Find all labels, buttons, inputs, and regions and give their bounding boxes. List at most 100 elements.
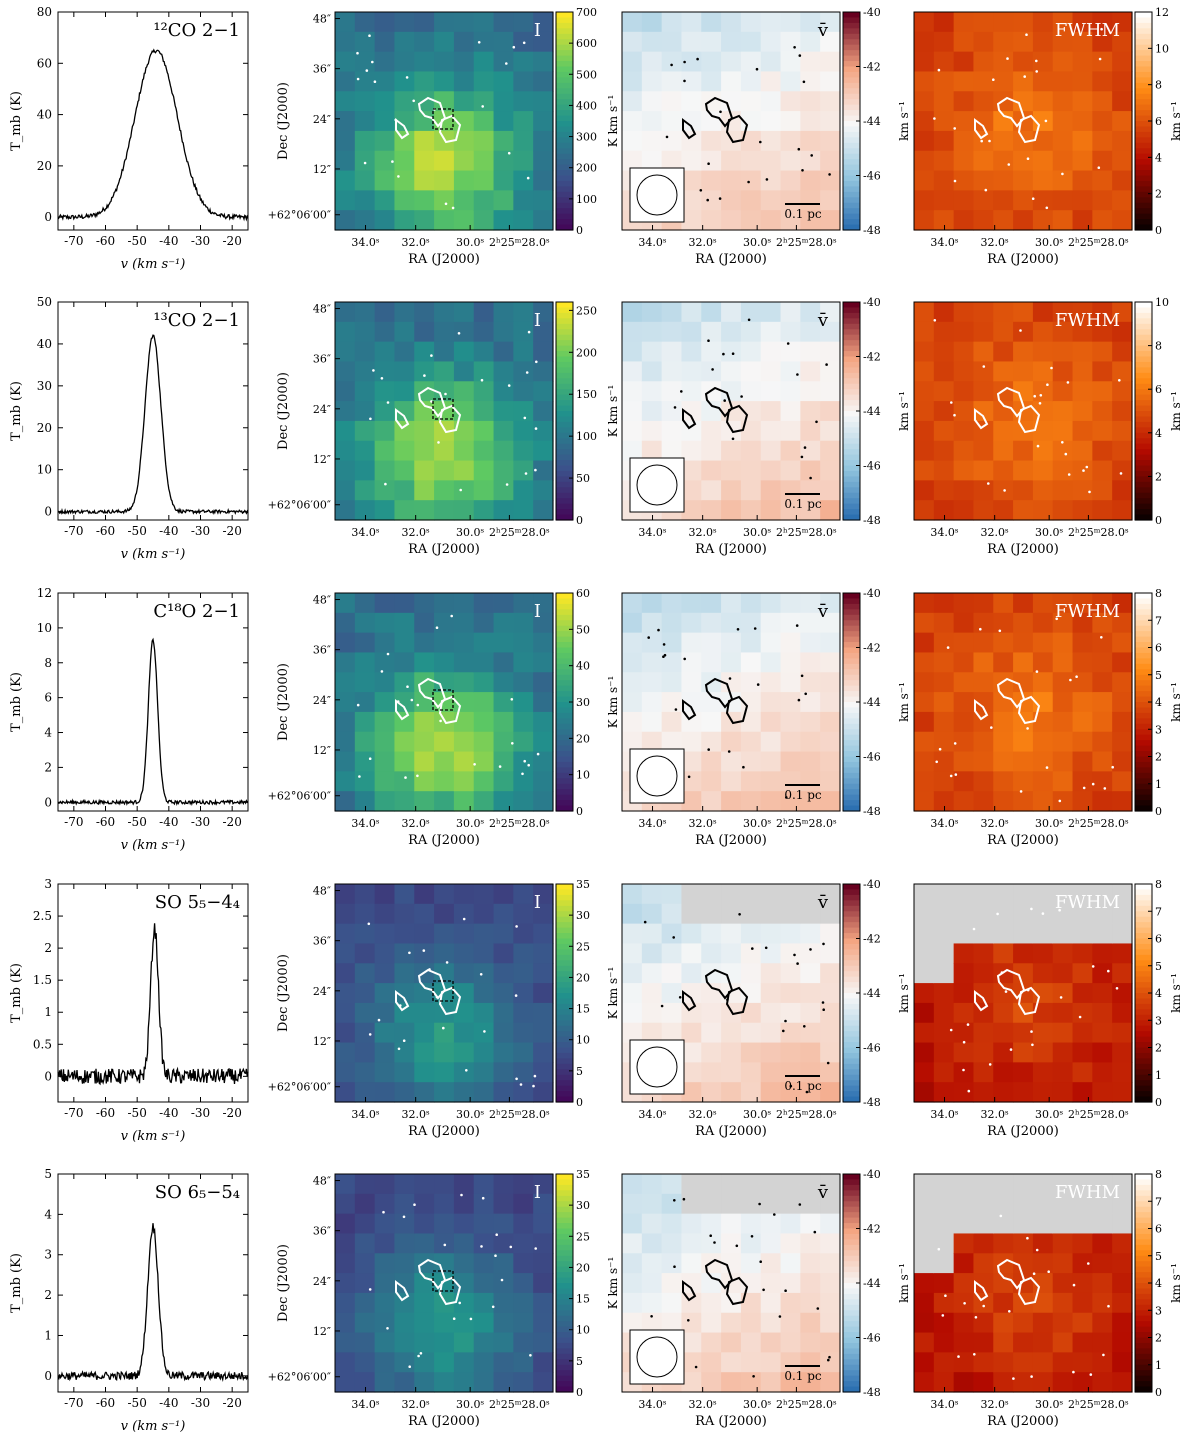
map-pixel [473,983,495,1004]
map-pixel [740,652,762,673]
map-pixel [335,150,356,172]
map-pixel [434,91,455,112]
map-pixel [473,150,495,172]
map-pixel [335,71,356,92]
map-pixel [374,983,396,1004]
core-dot [755,67,759,71]
map-pixel [354,711,376,733]
core-dot [813,1230,817,1234]
map-pixel [1112,460,1133,481]
map-pixel [993,612,1014,634]
map-pixel [993,1332,1014,1353]
colorbar-segment [843,503,860,510]
map-pixel [721,1062,742,1083]
ra-tick-label: 34.0ˢ [638,1398,666,1411]
map-pixel [533,1062,554,1083]
colorbar-tick-label: 4 [1155,696,1162,709]
colorbar-segment [1135,620,1152,627]
map-pixel [953,612,975,634]
map-pixel [641,903,663,925]
colorbar-segment [1135,44,1152,51]
colorbar-segment [556,153,573,160]
colorbar-segment [556,93,573,100]
map-pixel [740,1042,762,1063]
colorbar-segment [843,361,860,368]
colorbar-segment [556,334,573,341]
map-pixel [1112,1273,1133,1294]
colorbar-segment [1135,884,1152,891]
map-pixel [1112,731,1133,753]
colorbar-segment [843,481,860,488]
map-pixel [453,420,475,442]
source-contour [704,968,734,1000]
colorbar-segment [843,1047,860,1054]
colorbar-segment [1135,1096,1152,1103]
map-pixel [740,460,762,481]
map-pixel [434,31,455,53]
map-pixel [374,31,396,53]
colorbar-segment [556,1074,573,1081]
map-pixel [533,1253,554,1274]
map-pixel [453,943,475,964]
core-dot [1006,57,1009,60]
map-pixel [760,1042,782,1063]
map-pixel [973,111,994,132]
map-pixel [800,593,821,614]
colorbar-frame [555,1173,574,1393]
map-pixel [800,1022,821,1044]
map-pixel [780,943,801,964]
map-pixel [914,771,935,792]
map-pixel [953,341,975,363]
map-pixel [820,632,841,654]
map-pixel [374,672,396,693]
colorbar-segment [843,669,860,676]
map-pixel [1032,150,1054,172]
map-pixel [394,672,415,693]
map-pixel [800,1253,821,1274]
colorbar-segment [843,800,860,807]
map-pixel [760,731,782,753]
map-pixel [1013,632,1034,654]
map-pixel [1112,963,1133,984]
map-pixel [354,1174,376,1195]
core-dot [742,765,745,769]
map-pixel [780,150,801,172]
colorbar-segment [843,1042,860,1049]
colorbar-segment [843,33,860,40]
colorbar-segment [843,636,860,643]
source-contour [996,1258,1026,1290]
colorbar-segment [1135,593,1152,600]
map-pixel [354,401,376,422]
map-pixel [760,711,782,733]
colorbar-tick-label: 8 [1155,79,1162,92]
map-pixel [973,12,994,33]
map-pixel [374,791,396,812]
colorbar-segment [843,345,860,352]
map-pixel [681,31,702,53]
colorbar-segment [1135,938,1152,945]
colorbar-segment [1135,39,1152,46]
map-pixel [701,302,722,323]
colorbar-segment [843,170,860,177]
colorbar-segment [1135,954,1152,961]
map-pixel [820,321,841,343]
map-pixel [335,943,356,964]
map-pixel [993,440,1014,462]
map-pixel [533,1352,554,1373]
colorbar-segment [843,367,860,374]
colorbar-segment [556,1342,573,1349]
map-pixel [933,1312,955,1334]
map-pixel [622,652,643,673]
map-pixel [721,963,742,984]
map-pixel [780,983,801,1004]
dec-tick-label: 36″ [313,1225,331,1238]
colorbar-segment [556,164,573,171]
spectrum-xtick-label: -30 [191,1396,210,1410]
colorbar-segment [843,121,860,128]
map-pixel [681,923,702,945]
map-pixel [434,480,455,501]
colorbar-segment [1135,126,1152,133]
map-pixel [760,612,782,634]
map-pixel [493,31,514,53]
map-pixel [335,1352,356,1373]
